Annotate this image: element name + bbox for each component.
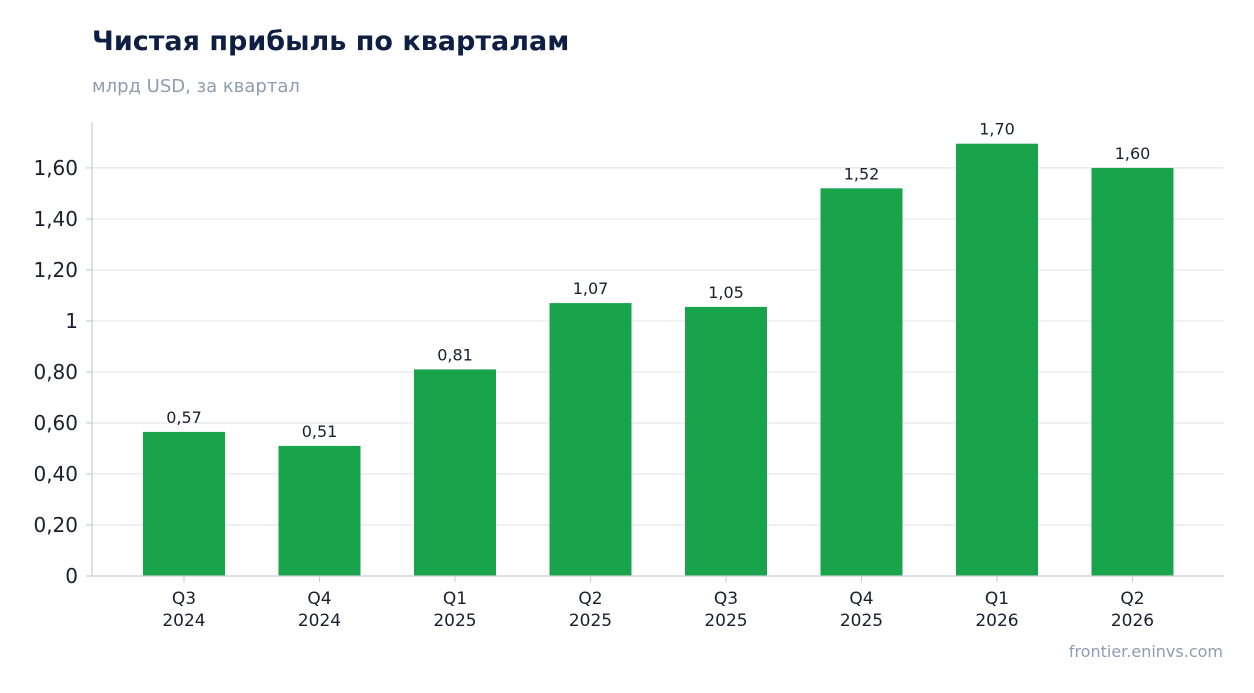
x-tick-label-quarter: Q1 [985, 589, 1009, 609]
y-tick-label: 0,60 [33, 411, 78, 435]
x-tick-label-quarter: Q1 [443, 589, 467, 609]
x-tick-label-year: 2024 [298, 611, 341, 631]
data-label: 0,57 [166, 408, 202, 427]
data-label: 1,07 [573, 279, 609, 298]
x-tick-label-quarter: Q2 [1120, 589, 1144, 609]
data-label: 1,05 [708, 283, 744, 302]
y-tick-label: 0,40 [33, 462, 78, 486]
bar [1091, 167, 1174, 577]
y-tick-label: 1,20 [33, 258, 78, 282]
data-label: 0,51 [302, 422, 338, 441]
x-tick-label-year: 2026 [1111, 611, 1154, 631]
y-tick-label: 0,80 [33, 360, 78, 384]
x-tick-label-year: 2024 [162, 611, 205, 631]
x-tick-label-year: 2025 [704, 611, 747, 631]
bar [278, 445, 361, 576]
x-tick-label-year: 2025 [569, 611, 612, 631]
x-tick-label-quarter: Q3 [714, 589, 738, 609]
x-tick-label-year: 2025 [840, 611, 883, 631]
x-tick-label-year: 2026 [975, 611, 1018, 631]
y-tick-label: 1 [65, 309, 78, 333]
data-label: 1,60 [1115, 144, 1151, 163]
y-tick-label: 1,60 [33, 156, 78, 180]
data-label: 0,81 [437, 345, 473, 364]
bar [414, 369, 496, 576]
x-tick-label-year: 2025 [433, 611, 476, 631]
bar [956, 143, 1038, 576]
x-tick-label-quarter: Q4 [307, 589, 331, 609]
y-tick-label: 1,40 [33, 207, 78, 231]
bar [143, 431, 225, 576]
x-tick-label-quarter: Q2 [578, 589, 602, 609]
x-tick-label-quarter: Q3 [172, 589, 196, 609]
bar [820, 188, 903, 576]
y-tick-label: 0,20 [33, 513, 78, 537]
bar [549, 303, 632, 576]
chart-title: Чистая прибыль по кварталам [92, 26, 570, 57]
data-label: 1,52 [844, 164, 880, 183]
source-credit: frontier.eninvs.com [1068, 642, 1223, 661]
bar [685, 306, 767, 576]
y-tick-label: 0 [65, 564, 78, 588]
chart-subtitle: млрд USD, за квартал [92, 76, 300, 97]
x-tick-label-quarter: Q4 [849, 589, 873, 609]
data-label: 1,70 [979, 120, 1015, 139]
